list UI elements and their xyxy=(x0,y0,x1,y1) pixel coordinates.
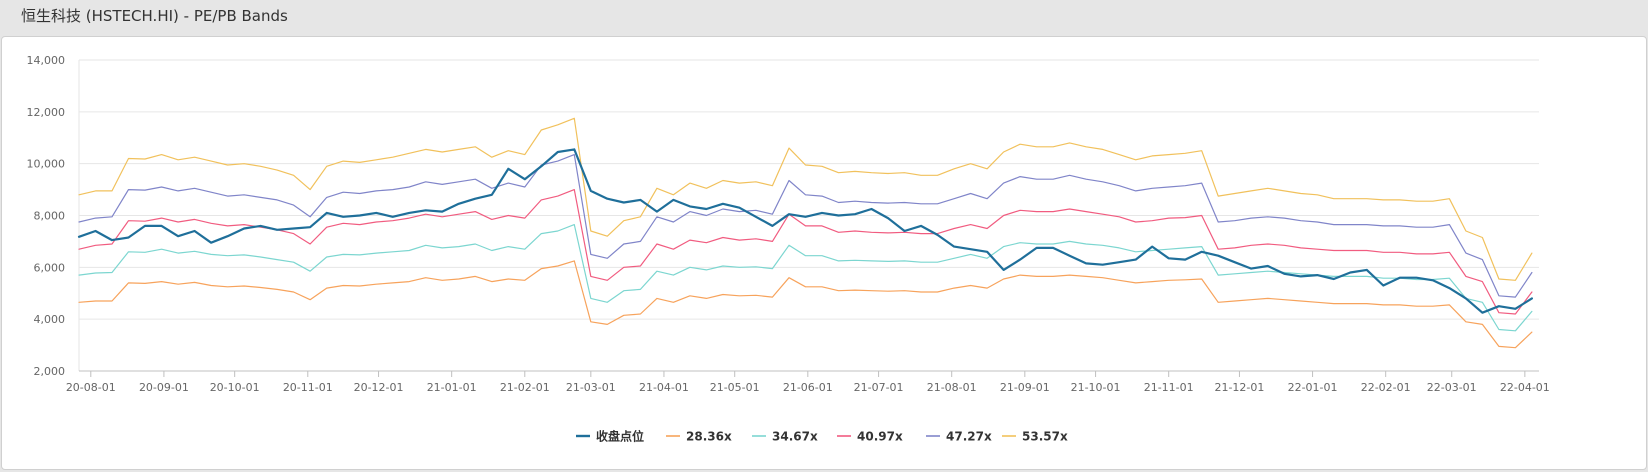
x-tick-label: 21-10-01 xyxy=(1071,381,1121,394)
series-line-2 xyxy=(78,224,1533,332)
x-tick-label: 20-11-01 xyxy=(283,381,333,394)
legend-item-4[interactable]: 47.27x xyxy=(926,430,992,444)
x-tick-label: 21-08-01 xyxy=(927,381,977,394)
x-tick-label: 22-01-01 xyxy=(1288,381,1338,394)
x-tick-label: 21-02-01 xyxy=(500,381,550,394)
y-tick-label: 2,000 xyxy=(34,365,66,378)
pe-pb-band-chart: 2,000 4,000 6,000 8,000 10,000 12,000 14,000 20… xyxy=(27,54,1550,444)
y-tick-label: 14,000 xyxy=(27,54,66,67)
x-tick-label: 22-03-01 xyxy=(1427,381,1477,394)
legend-item-1[interactable]: 28.36x xyxy=(666,430,732,444)
y-tick-label: 10,000 xyxy=(27,158,66,171)
series-lines xyxy=(77,117,1534,349)
x-tick-label: 21-06-01 xyxy=(783,381,833,394)
legend-item-3[interactable]: 40.97x xyxy=(837,430,903,444)
window-title: 恒生科技 (HSTECH.HI) - PE/PB Bands xyxy=(21,7,288,25)
x-tick-label: 21-01-01 xyxy=(427,381,477,394)
legend-label: 40.97x xyxy=(857,430,903,444)
series-line-0 xyxy=(77,148,1534,314)
legend-item-5[interactable]: 53.57x xyxy=(1002,430,1068,444)
series-line-4 xyxy=(78,153,1533,298)
legend-label: 28.36x xyxy=(686,430,732,444)
x-tick-label: 21-11-01 xyxy=(1144,381,1194,394)
legend[interactable]: 收盘点位 28.36x 34.67x 40.97x 47.27x 53.57x xyxy=(576,429,1068,444)
series-line-3 xyxy=(78,189,1533,315)
x-tick-label: 21-03-01 xyxy=(566,381,616,394)
x-tick-label: 22-02-01 xyxy=(1361,381,1411,394)
legend-label: 47.27x xyxy=(946,430,992,444)
series-line-1 xyxy=(78,260,1533,349)
y-tick-label: 4,000 xyxy=(34,313,66,326)
x-tick-label: 21-04-01 xyxy=(639,381,689,394)
x-tick-label: 21-07-01 xyxy=(854,381,904,394)
legend-label: 53.57x xyxy=(1022,430,1068,444)
legend-item-2[interactable]: 34.67x xyxy=(752,430,818,444)
y-tick-label: 12,000 xyxy=(27,106,66,119)
series-line-5 xyxy=(78,117,1533,281)
x-tick-label: 20-09-01 xyxy=(139,381,189,394)
title-bar: 恒生科技 (HSTECH.HI) - PE/PB Bands xyxy=(0,0,1648,30)
x-tick-label: 20-08-01 xyxy=(66,381,116,394)
legend-item-0[interactable]: 收盘点位 xyxy=(576,429,644,444)
x-tick-label: 21-05-01 xyxy=(710,381,760,394)
legend-label: 收盘点位 xyxy=(596,429,644,444)
x-tick-label: 21-12-01 xyxy=(1214,381,1264,394)
x-tick-label: 21-09-01 xyxy=(1000,381,1050,394)
chart-panel: 2,000 4,000 6,000 8,000 10,000 12,000 14,000 20… xyxy=(1,36,1647,470)
y-tick-label: 6,000 xyxy=(34,261,66,274)
x-tick-label: 20-12-01 xyxy=(354,381,404,394)
y-tick-label: 8,000 xyxy=(34,210,66,223)
x-tick-label: 20-10-01 xyxy=(210,381,260,394)
legend-label: 34.67x xyxy=(772,430,818,444)
axes: 2,000 4,000 6,000 8,000 10,000 12,000 14,000 20… xyxy=(27,54,1550,394)
x-tick-label: 22-04-01 xyxy=(1500,381,1550,394)
